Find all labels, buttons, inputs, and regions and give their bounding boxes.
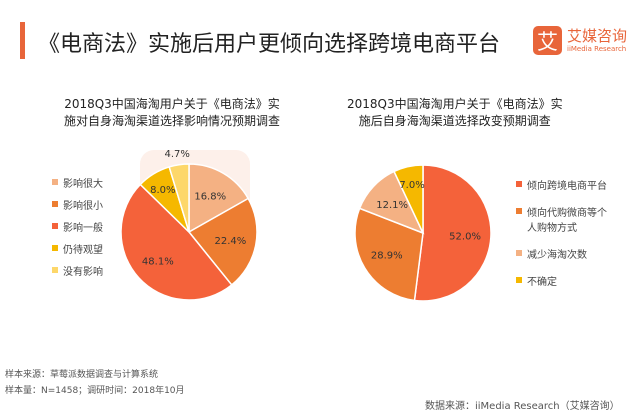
legend-label: 倾向代购微商等个人购物方式 bbox=[527, 208, 607, 234]
chart2-data-label: 28.9% bbox=[371, 251, 403, 262]
title-accent-bar bbox=[20, 22, 25, 59]
sample-source: 样本来源：草莓派数据调查与计算系统 bbox=[5, 370, 159, 380]
chart2-slice-3 bbox=[393, 164, 424, 234]
legend-label: 仍待观望 bbox=[63, 245, 103, 256]
legend-item: 仍待观望 bbox=[52, 241, 103, 256]
chart1-data-label: 22.4% bbox=[215, 236, 247, 247]
chart1-data-label: 16.8% bbox=[194, 192, 226, 203]
chart1-slice-1 bbox=[187, 197, 258, 286]
chart2-legend: 倾向跨境电商平台倾向代购微商等个人购物方式减少海淘次数 不确定 bbox=[516, 177, 612, 300]
chart2-slice-1 bbox=[354, 207, 424, 302]
legend-swatch bbox=[52, 201, 58, 207]
legend-label: 减少海淘次数 bbox=[527, 250, 587, 261]
legend-item: 不确定 bbox=[516, 273, 612, 288]
legend-item: 影响很大 bbox=[52, 175, 103, 190]
chart2-slice-0 bbox=[413, 164, 492, 302]
chart1-title: 2018Q3中国海淘用户关于《电商法》实 施对自身海淘渠道选择影响情况预期调查 bbox=[64, 96, 280, 130]
legend-label: 没有影响 bbox=[63, 267, 103, 278]
legend-swatch bbox=[516, 208, 522, 214]
legend-swatch bbox=[516, 181, 522, 187]
legend-label: 倾向跨境电商平台 bbox=[527, 181, 607, 192]
legend-label: 影响很大 bbox=[63, 179, 103, 190]
chart1-title-line: 施对自身海淘渠道选择影响情况预期调查 bbox=[64, 114, 281, 128]
page-title: 《电商法》实施后用户更倾向选择跨境电商平台 bbox=[38, 32, 501, 57]
legend-swatch bbox=[516, 250, 522, 256]
chart2-data-label: 52.0% bbox=[449, 232, 481, 243]
chart1-data-label: 4.7% bbox=[165, 149, 190, 160]
chart2-data-label: 7.0% bbox=[399, 180, 424, 191]
sample-size: 样本量：N=1458；调研时间：2018年10月 bbox=[5, 386, 185, 396]
chart1-data-label: 48.1% bbox=[142, 256, 174, 267]
logo: 艾 艾媒咨询 iiMedia Research bbox=[533, 26, 627, 55]
legend-item: 减少海淘次数 bbox=[516, 246, 612, 261]
legend-label: 影响很小 bbox=[63, 201, 103, 212]
legend-swatch bbox=[52, 245, 58, 251]
chart1-data-label: 8.0% bbox=[150, 185, 175, 196]
legend-label: 影响一般 bbox=[63, 223, 103, 234]
chart1-slice-0 bbox=[188, 163, 250, 234]
legend-swatch bbox=[516, 277, 522, 283]
legend-label: 不确定 bbox=[527, 277, 557, 288]
data-source: 数据来源：iiMedia Research（艾媒咨询） bbox=[425, 401, 620, 412]
chart2-title-line: 施后自身海淘渠道选择改变预期调查 bbox=[358, 114, 551, 128]
legend-item: 倾向跨境电商平台 bbox=[516, 177, 612, 192]
chart2-data-label: 12.1% bbox=[376, 200, 408, 211]
chart2-title: 2018Q3中国海淘用户关于《电商法》实 施后自身海淘渠道选择改变预期调查 bbox=[347, 96, 563, 130]
logo-mark: 艾 bbox=[533, 26, 562, 55]
chart1-title-line: 2018Q3中国海淘用户关于《电商法》实 bbox=[64, 97, 280, 111]
legend-swatch bbox=[52, 267, 58, 273]
chart1-legend: 影响很大影响很小影响一般仍待观望没有影响 bbox=[52, 175, 103, 285]
legend-swatch bbox=[52, 223, 58, 229]
logo-en: iiMedia Research bbox=[567, 44, 627, 53]
chart1-slice-4 bbox=[168, 163, 190, 233]
legend-item: 倾向代购微商等个人购物方式 bbox=[516, 204, 612, 234]
chart2-title-line: 2018Q3中国海淘用户关于《电商法》实 bbox=[347, 97, 563, 111]
legend-item: 影响一般 bbox=[52, 219, 103, 234]
legend-item: 没有影响 bbox=[52, 263, 103, 278]
logo-cn: 艾媒咨询 bbox=[567, 26, 628, 45]
legend-item: 影响很小 bbox=[52, 197, 103, 212]
legend-swatch bbox=[52, 179, 58, 185]
chart1-slice-2 bbox=[120, 183, 233, 301]
